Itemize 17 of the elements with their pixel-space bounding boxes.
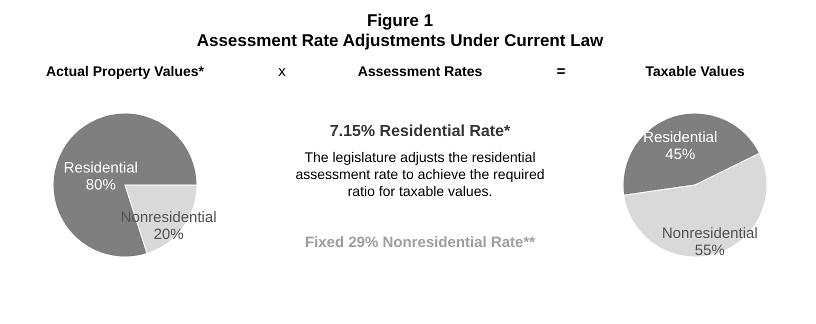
- chart-title: Actual Property Values*: [46, 63, 205, 79]
- text: 7.15% Residential Rate*: [330, 123, 512, 140]
- slice-label: Residential: [64, 159, 138, 176]
- text: x: [278, 63, 286, 80]
- text: Assessment Rates: [358, 63, 482, 79]
- text: Figure 1: [366, 11, 434, 30]
- data-label: 55%: [694, 242, 725, 259]
- slice-label: Residential: [643, 129, 718, 146]
- slice-label: Nonresidential: [662, 224, 758, 242]
- chart-title: Taxable Values: [645, 63, 745, 79]
- text: Assessment Rate Adjustments Under Current Law: [196, 31, 604, 50]
- data-label: 20%: [154, 226, 184, 243]
- data-label: 80%: [86, 176, 116, 194]
- data-label: 45%: [665, 146, 696, 164]
- text: Fixed 29% Nonresidential Rate**: [304, 234, 536, 251]
- text: The legislature adjusts the residential assessment rate to achieve the required ratio for taxable values.: [295, 149, 545, 199]
- text: =: [556, 63, 566, 80]
